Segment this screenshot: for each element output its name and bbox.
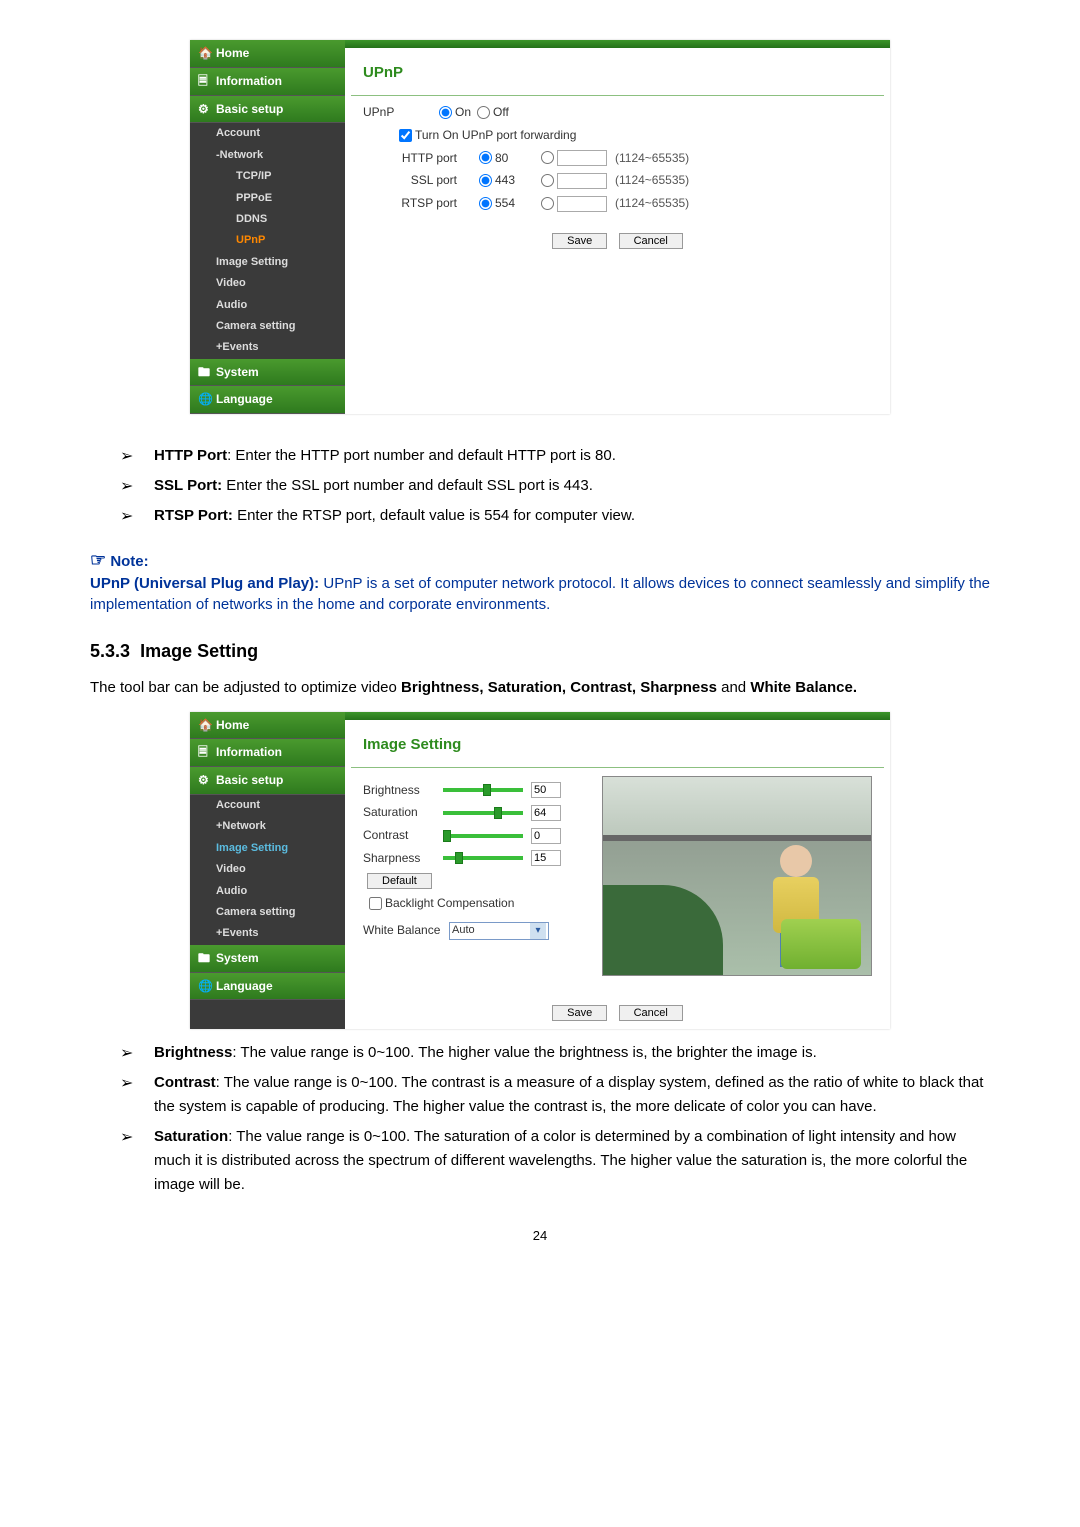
nav-video[interactable]: Video [190, 273, 345, 294]
brightness-slider[interactable] [443, 788, 523, 792]
ssl-port-label: SSL port [363, 172, 473, 189]
section-heading: 5.3.3 Image Setting [90, 639, 990, 664]
contrast-value[interactable] [531, 828, 561, 844]
nav-information[interactable]: 🗏Information [190, 739, 345, 767]
info-icon: 🗏 [198, 744, 212, 758]
nav-camerasetting[interactable]: Camera setting [190, 316, 345, 337]
http-port-input[interactable] [557, 150, 607, 166]
http-port-label: HTTP port [363, 150, 473, 167]
nav-imagesetting[interactable]: Image Setting [190, 838, 345, 859]
system-icon: 🖿 [198, 364, 212, 378]
preview-image [602, 776, 872, 976]
nav-account[interactable]: Account [190, 123, 345, 144]
sidebar: 🏠Home 🗏Information ⚙Basic setup Account … [190, 40, 345, 414]
brightness-label: Brightness [363, 782, 435, 799]
note-icon: ☞ [90, 550, 106, 570]
saturation-value[interactable] [531, 805, 561, 821]
panel-title: UPnP [345, 48, 890, 93]
nav-language[interactable]: 🌐Language [190, 386, 345, 414]
nav-home[interactable]: 🏠Home [190, 712, 345, 740]
nav-video[interactable]: Video [190, 859, 345, 880]
nav-pppoe[interactable]: PPPoE [190, 188, 345, 209]
save-button[interactable]: Save [552, 1005, 607, 1021]
nav-tcpip[interactable]: TCP/IP [190, 166, 345, 187]
image-param-list: Brightness: The value range is 0~100. Th… [120, 1041, 990, 1197]
nav-network[interactable]: +Network [190, 816, 345, 837]
ssl-port-default-radio[interactable] [479, 174, 492, 187]
page-number: 24 [90, 1227, 990, 1245]
http-port-custom-radio[interactable] [541, 151, 554, 164]
nav-audio[interactable]: Audio [190, 295, 345, 316]
saturation-label: Saturation [363, 804, 435, 821]
whitebalance-select[interactable]: Auto▾ [449, 922, 549, 940]
saturation-slider[interactable] [443, 811, 523, 815]
sidebar: 🏠Home 🗏Information ⚙Basic setup Account … [190, 712, 345, 1029]
save-button[interactable]: Save [552, 233, 607, 249]
note-heading: ☞ Note: [90, 548, 990, 573]
upnp-forwarding-label: Turn On UPnP port forwarding [415, 127, 576, 144]
nav-information[interactable]: 🗏Information [190, 68, 345, 96]
globe-icon: 🌐 [198, 391, 212, 405]
rtsp-port-input[interactable] [557, 196, 607, 212]
upnp-label: UPnP [363, 104, 433, 121]
upnp-off-radio[interactable] [477, 106, 490, 119]
cancel-button[interactable]: Cancel [619, 233, 683, 249]
sharpness-slider[interactable] [443, 856, 523, 860]
http-port-hint: (1124~65535) [615, 150, 689, 167]
http-port-default-radio[interactable] [479, 151, 492, 164]
globe-icon: 🌐 [198, 978, 212, 992]
nav-network[interactable]: -Network [190, 145, 345, 166]
upnp-forwarding-checkbox[interactable] [399, 129, 412, 142]
whitebalance-label: White Balance [363, 922, 449, 939]
port-description-list: HTTP Port: Enter the HTTP port number an… [120, 444, 990, 528]
gear-icon: ⚙ [198, 101, 212, 115]
sharpness-label: Sharpness [363, 850, 435, 867]
upnp-screenshot: 🏠Home 🗏Information ⚙Basic setup Account … [190, 40, 890, 414]
nav-audio[interactable]: Audio [190, 881, 345, 902]
contrast-slider[interactable] [443, 834, 523, 838]
ssl-port-hint: (1124~65535) [615, 172, 689, 189]
ssl-port-input[interactable] [557, 173, 607, 189]
nav-imagesetting[interactable]: Image Setting [190, 252, 345, 273]
nav-home[interactable]: 🏠Home [190, 40, 345, 68]
ssl-port-custom-radio[interactable] [541, 174, 554, 187]
main-panel: UPnP UPnP On Off Turn On UPnP port forwa… [345, 40, 890, 414]
upnp-onoff-row: UPnP On Off [363, 104, 872, 121]
nav-basicsetup[interactable]: ⚙Basic setup [190, 96, 345, 124]
sharpness-value[interactable] [531, 850, 561, 866]
nav-language[interactable]: 🌐Language [190, 973, 345, 1001]
home-icon: 🏠 [198, 45, 212, 59]
main-panel: Image Setting Brightness Saturation Cont… [345, 712, 890, 1029]
note-body: UPnP (Universal Plug and Play): UPnP is … [90, 573, 990, 615]
cancel-button[interactable]: Cancel [619, 1005, 683, 1021]
gear-icon: ⚙ [198, 772, 212, 786]
nav-ddns[interactable]: DDNS [190, 209, 345, 230]
nav-system[interactable]: 🖿System [190, 945, 345, 973]
nav-system[interactable]: 🖿System [190, 359, 345, 387]
default-button[interactable]: Default [367, 873, 432, 889]
nav-account[interactable]: Account [190, 795, 345, 816]
nav-events[interactable]: +Events [190, 337, 345, 358]
rtsp-port-label: RTSP port [363, 195, 473, 212]
rtsp-port-hint: (1124~65535) [615, 195, 689, 212]
dropdown-arrow-icon: ▾ [530, 923, 546, 939]
info-icon: 🗏 [198, 73, 212, 87]
image-setting-screenshot: 🏠Home 🗏Information ⚙Basic setup Account … [190, 712, 890, 1029]
upnp-on-radio[interactable] [439, 106, 452, 119]
rtsp-port-default-radio[interactable] [479, 197, 492, 210]
system-icon: 🖿 [198, 950, 212, 964]
home-icon: 🏠 [198, 717, 212, 731]
nav-camerasetting[interactable]: Camera setting [190, 902, 345, 923]
backlight-label: Backlight Compensation [385, 895, 514, 912]
rtsp-port-custom-radio[interactable] [541, 197, 554, 210]
section-intro: The tool bar can be adjusted to optimize… [90, 677, 990, 698]
contrast-label: Contrast [363, 827, 435, 844]
panel-title: Image Setting [345, 720, 890, 765]
backlight-checkbox[interactable] [369, 897, 382, 910]
nav-basicsetup[interactable]: ⚙Basic setup [190, 767, 345, 795]
nav-events[interactable]: +Events [190, 923, 345, 944]
brightness-value[interactable] [531, 782, 561, 798]
nav-upnp[interactable]: UPnP [190, 230, 345, 251]
